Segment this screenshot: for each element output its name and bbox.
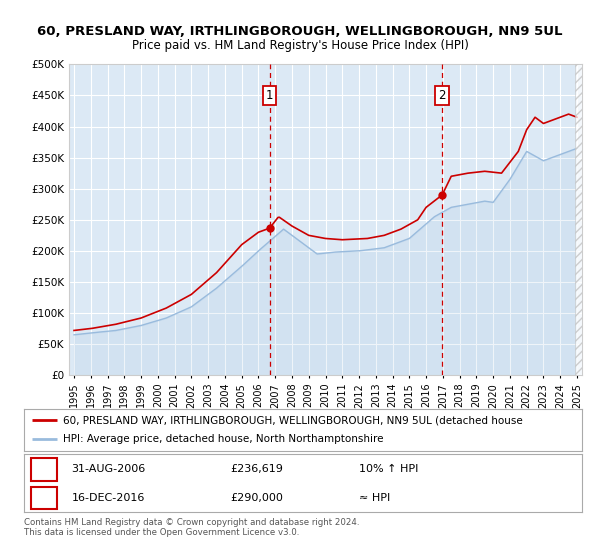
Text: Contains HM Land Registry data © Crown copyright and database right 2024.
This d: Contains HM Land Registry data © Crown c…: [24, 518, 359, 538]
Text: 16-DEC-2016: 16-DEC-2016: [71, 493, 145, 503]
Text: 31-AUG-2006: 31-AUG-2006: [71, 464, 146, 474]
FancyBboxPatch shape: [31, 458, 58, 480]
Text: 60, PRESLAND WAY, IRTHLINGBOROUGH, WELLINGBOROUGH, NN9 5UL (detached house: 60, PRESLAND WAY, IRTHLINGBOROUGH, WELLI…: [63, 415, 523, 425]
FancyBboxPatch shape: [31, 487, 58, 509]
Text: 1: 1: [266, 89, 274, 102]
Text: £290,000: £290,000: [230, 493, 283, 503]
Text: ≈ HPI: ≈ HPI: [359, 493, 390, 503]
Text: 60, PRESLAND WAY, IRTHLINGBOROUGH, WELLINGBOROUGH, NN9 5UL: 60, PRESLAND WAY, IRTHLINGBOROUGH, WELLI…: [37, 25, 563, 38]
Text: Price paid vs. HM Land Registry's House Price Index (HPI): Price paid vs. HM Land Registry's House …: [131, 39, 469, 52]
Text: 10% ↑ HPI: 10% ↑ HPI: [359, 464, 418, 474]
Text: 2: 2: [439, 89, 446, 102]
Bar: [575, 64, 582, 375]
Text: 1: 1: [40, 463, 48, 476]
Text: £236,619: £236,619: [230, 464, 283, 474]
Text: HPI: Average price, detached house, North Northamptonshire: HPI: Average price, detached house, Nort…: [63, 435, 383, 445]
Text: 2: 2: [40, 491, 48, 504]
